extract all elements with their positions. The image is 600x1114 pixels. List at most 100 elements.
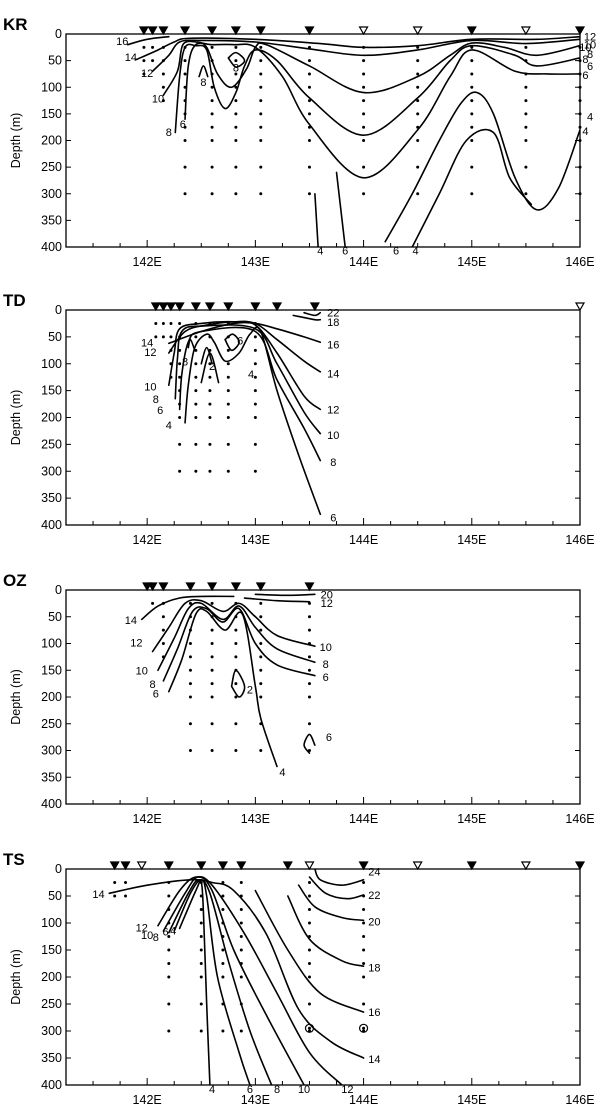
sample-dot [210,749,214,752]
contour-label: 10 [298,1084,310,1096]
y-tick-label: 400 [41,518,62,532]
sample-dot [253,389,257,393]
sample-dot [210,668,214,672]
y-axis-label: Depth (m) [9,669,23,725]
contour-label: 4 [170,926,176,938]
sample-dot [307,601,311,605]
contour-line [308,876,365,900]
contour-line [151,598,316,653]
sample-dot [470,165,474,169]
sample-dot [210,99,214,103]
y-tick-label: 250 [41,160,62,174]
sample-dot [362,935,366,938]
station-marker [520,26,531,36]
contour-label: 18 [368,962,380,974]
contour-line [178,326,322,462]
y-tick-label: 150 [41,943,62,957]
y-axis-label: Depth (m) [9,390,23,446]
sample-dot [234,192,238,196]
sample-dot [259,192,263,196]
sample-dot [307,695,311,699]
contour-label: 14 [125,615,137,627]
sample-dot [307,85,311,89]
contour-line [168,879,273,1085]
sample-dot [307,948,311,952]
sample-dot [199,948,203,952]
y-tick-label: 100 [41,916,62,930]
contour-label: 20 [321,589,333,601]
y-tick-label: 150 [41,384,62,398]
contour-label: 6 [162,927,168,939]
station-marker [185,582,196,592]
sample-dot [259,165,263,169]
contour-label: 20 [368,916,380,928]
contour-label: 10 [584,40,596,52]
station-marker [304,26,315,36]
contour-line [157,601,316,672]
sample-dot [234,85,238,89]
sample-dot [161,615,165,619]
sample-dot [362,125,366,129]
sample-dot [362,948,366,952]
sample-dot [167,962,171,965]
sample-dot [234,99,238,103]
y-tick-label: 250 [41,437,62,451]
sample-dot [362,881,366,884]
station-marker [520,861,531,871]
contour-line [335,171,346,247]
sample-dot [188,642,192,645]
sample-dot [524,139,528,142]
sample-dot [208,402,212,406]
sample-dot [124,894,128,898]
contour-label: 8 [274,1084,280,1096]
contour-label: 16 [327,339,339,351]
sample-dot [151,601,155,605]
x-tick-label: 146E [565,533,594,547]
station-marker [179,26,191,36]
sample-dot [524,85,528,89]
sample-dot [154,321,158,325]
station-marker [574,861,586,871]
station-marker [217,861,228,871]
plot-frame [65,868,581,1086]
sample-dot [178,469,182,473]
sample-dot [178,348,182,352]
contour-line [230,669,246,698]
panel-ts: TS Depth (m) 0 50 100 150 200 250 300 350 400 142E 1… [3,850,595,1107]
sample-dot [169,335,173,339]
station-marker [207,582,218,592]
contour-line [173,879,251,1085]
contour-label: 22 [368,890,380,902]
contour-label: 4 [279,767,285,779]
contour-label: 6 [157,405,163,417]
contour-label: 8 [582,54,588,66]
station-marker [574,26,586,36]
contour-line [303,733,316,754]
contour-label: 14 [92,889,104,901]
contour-label: 6 [582,70,588,82]
contour-label: 6 [237,336,243,348]
x-tick-label: 142E [133,812,162,826]
sample-dot [226,469,230,473]
sample-dot [524,112,528,116]
sample-dot [142,72,146,76]
station-marker [282,861,293,871]
station-marker [165,302,176,312]
sample-dot [167,1002,171,1006]
sample-dot [578,192,582,196]
sample-dot [362,921,366,925]
contour-label: 4 [582,126,588,138]
contour-label: 10 [136,665,148,677]
x-tick-label: 145E [457,1093,486,1107]
panel-label: KR [3,15,28,34]
contour-label: 12 [130,637,142,649]
station-marker [138,26,149,36]
y-tick-label: 100 [41,357,62,371]
sample-dot [161,642,165,645]
sample-dot [210,601,214,605]
sample-dot [210,628,214,632]
sample-dot [578,139,582,142]
sample-dot [151,59,155,63]
contour-line [187,338,196,352]
sample-dot [188,601,192,605]
